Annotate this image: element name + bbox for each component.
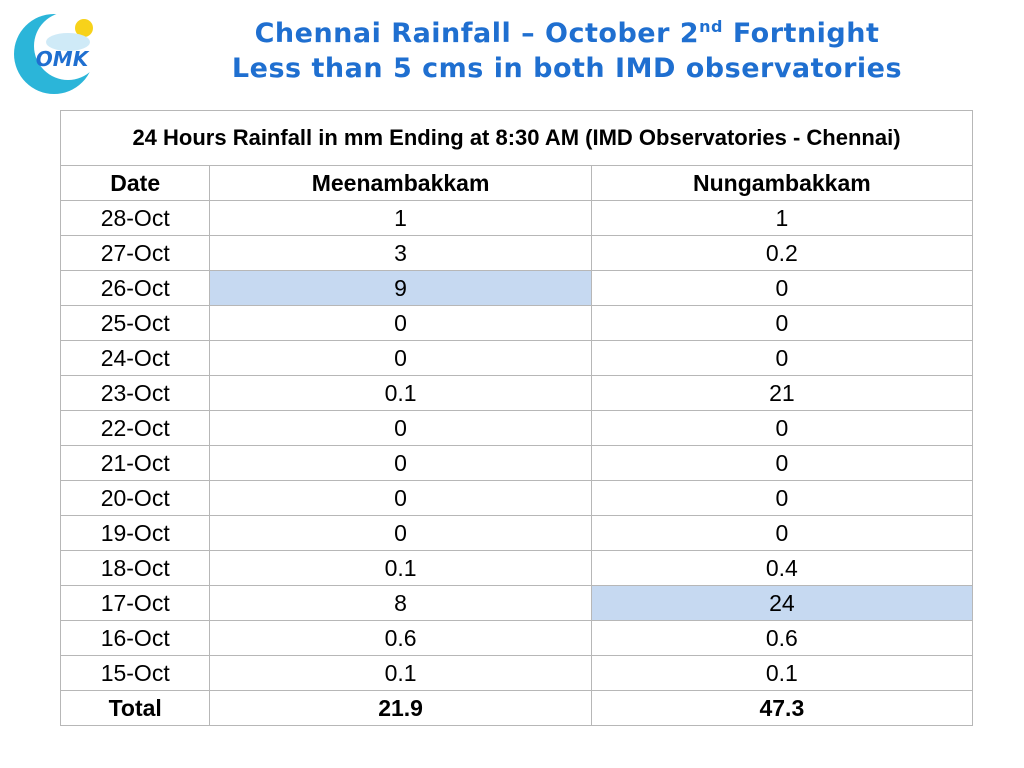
logo: OMK <box>14 12 102 94</box>
data-row: 25-Oct 0 0 <box>59 305 974 341</box>
date-cell: 20-Oct <box>59 480 211 516</box>
data-row: 24-Oct 0 0 <box>59 340 974 376</box>
date-cell: 25-Oct <box>59 305 211 341</box>
date-cell: 28-Oct <box>59 200 211 236</box>
date-cell: 17-Oct <box>59 585 211 621</box>
data-row: 21-Oct 0 0 <box>59 445 974 481</box>
title-text: Fortnight <box>722 18 880 49</box>
rainfall-cell: 21 <box>590 375 974 411</box>
rainfall-cell: 0 <box>209 515 592 551</box>
total-cell: 21.9 <box>209 690 592 726</box>
data-row: 28-Oct 1 1 <box>59 200 974 236</box>
header-row: Date Meenambakkam Nungambakkam <box>59 165 974 201</box>
data-row: 26-Oct 9 0 <box>59 270 974 306</box>
rainfall-cell: 24 <box>590 585 974 621</box>
date-cell: 26-Oct <box>59 270 211 306</box>
column-header: Meenambakkam <box>209 165 592 201</box>
logo-cloud <box>46 33 90 51</box>
rainfall-cell: 0 <box>590 340 974 376</box>
data-row: 27-Oct 3 0.2 <box>59 235 974 271</box>
data-row: 15-Oct 0.1 0.1 <box>59 655 974 691</box>
date-cell: 16-Oct <box>59 620 211 656</box>
rainfall-cell: 0 <box>209 305 592 341</box>
logo-text: OMK <box>36 47 90 71</box>
rainfall-table: 24 Hours Rainfall in mm Ending at 8:30 A… <box>59 110 974 726</box>
data-row: 17-Oct 8 24 <box>59 585 974 621</box>
title-line: Chennai Rainfall – October 2nd Fortnight <box>110 16 1024 51</box>
total-cell: 47.3 <box>590 690 974 726</box>
rainfall-cell: 0 <box>590 305 974 341</box>
rainfall-cell: 0 <box>209 480 592 516</box>
date-cell: 15-Oct <box>59 655 211 691</box>
rainfall-cell: 0.6 <box>209 620 592 656</box>
data-row: 23-Oct 0.1 21 <box>59 375 974 411</box>
logo-sun <box>75 19 93 37</box>
date-cell: 19-Oct <box>59 515 211 551</box>
date-cell: 24-Oct <box>59 340 211 376</box>
rainfall-cell: 0.1 <box>209 375 592 411</box>
rainfall-cell: 0.1 <box>209 655 592 691</box>
rainfall-cell: 0.2 <box>590 235 974 271</box>
date-cell: 18-Oct <box>59 550 211 586</box>
rainfall-cell: 0 <box>590 480 974 516</box>
total-row: Total 21.9 47.3 <box>59 690 974 726</box>
table-caption: 24 Hours Rainfall in mm Ending at 8:30 A… <box>60 110 973 166</box>
rainfall-cell: 0 <box>590 515 974 551</box>
rainfall-cell: 0 <box>590 270 974 306</box>
caption-row: 24 Hours Rainfall in mm Ending at 8:30 A… <box>60 110 973 166</box>
data-row: 18-Oct 0.1 0.4 <box>59 550 974 586</box>
rainfall-cell: 0 <box>590 445 974 481</box>
rainfall-cell: 8 <box>209 585 592 621</box>
rainfall-cell: 0 <box>209 340 592 376</box>
column-header: Date <box>59 165 211 201</box>
rainfall-cell: 0.6 <box>590 620 974 656</box>
rainfall-cell: 0.4 <box>590 550 974 586</box>
rainfall-cell: 0 <box>209 445 592 481</box>
rainfall-cell: 3 <box>209 235 592 271</box>
rainfall-cell: 1 <box>590 200 974 236</box>
title-line: Less than 5 cms in both IMD observatorie… <box>231 53 903 84</box>
rainfall-cell: 9 <box>209 270 592 306</box>
rainfall-cell: 0.1 <box>209 550 592 586</box>
title-superscript: nd <box>699 17 723 36</box>
rainfall-cell: 0 <box>590 410 974 446</box>
column-header: Nungambakkam <box>590 165 974 201</box>
data-row: 19-Oct 0 0 <box>59 515 974 551</box>
title-text: Chennai Rainfall – October 2 <box>254 18 700 49</box>
date-cell: 27-Oct <box>59 235 211 271</box>
data-row: 22-Oct 0 0 <box>59 410 974 446</box>
title: Chennai Rainfall – October 2nd Fortnight… <box>110 16 1024 86</box>
rainfall-cell: 0.1 <box>590 655 974 691</box>
total-label: Total <box>59 690 211 726</box>
date-cell: 21-Oct <box>59 445 211 481</box>
data-row: 20-Oct 0 0 <box>59 480 974 516</box>
date-cell: 23-Oct <box>59 375 211 411</box>
rainfall-cell: 0 <box>209 410 592 446</box>
data-row: 16-Oct 0.6 0.6 <box>59 620 974 656</box>
date-cell: 22-Oct <box>59 410 211 446</box>
rainfall-cell: 1 <box>209 200 592 236</box>
